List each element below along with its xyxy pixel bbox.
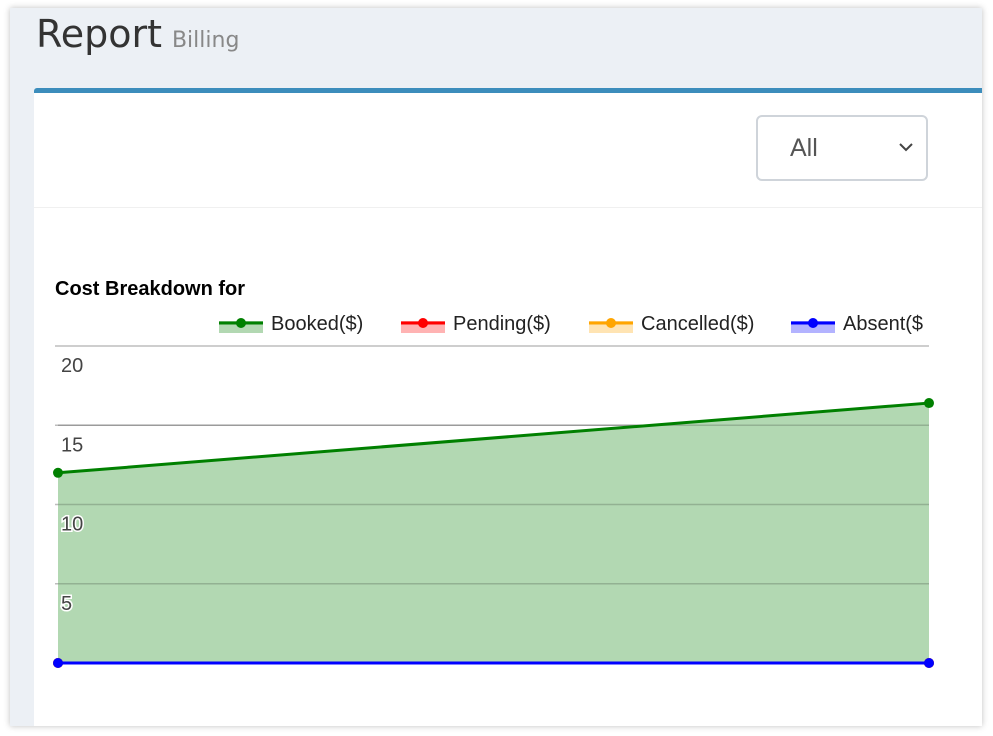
legend-marker-3 xyxy=(808,318,818,328)
legend-marker-2 xyxy=(606,318,616,328)
chevron-down-icon xyxy=(899,143,913,152)
y-axis-ticks: 5 10 15 20 xyxy=(60,354,85,617)
legend-label-3: Absent($ xyxy=(843,313,923,335)
legend-label-2: Cancelled($) xyxy=(641,313,754,335)
box-header: All xyxy=(34,93,982,208)
chart-title: Cost Breakdown for xyxy=(55,278,245,300)
chart-plot-area xyxy=(53,398,934,668)
series-line-0 xyxy=(57,401,930,475)
data-point-3-0 xyxy=(53,658,63,668)
chart-legend: Booked($) Pending($) Cancelled($) Absent($ xyxy=(219,313,923,335)
filter-select[interactable]: All xyxy=(756,115,928,181)
page-subtitle: Billing xyxy=(171,28,240,53)
data-point-0-1 xyxy=(924,398,934,409)
legend-label-0: Booked($) xyxy=(271,313,363,335)
y-tick-label-20: 20 xyxy=(61,355,83,377)
filter-selected-value: All xyxy=(790,134,818,162)
y-tick-label-15: 15 xyxy=(61,434,83,456)
data-point-0-0 xyxy=(53,467,63,478)
legend-label-1: Pending($) xyxy=(453,313,551,335)
legend-marker-1 xyxy=(418,318,428,328)
data-point-3-1 xyxy=(924,658,934,668)
legend-marker-0 xyxy=(236,318,246,328)
y-tick-label-10: 10 xyxy=(61,514,83,536)
page-header: Report Billing xyxy=(36,12,239,72)
y-tick-label-5: 5 xyxy=(61,593,72,615)
series-area-0 xyxy=(58,403,929,663)
page-title: Report xyxy=(36,12,162,56)
